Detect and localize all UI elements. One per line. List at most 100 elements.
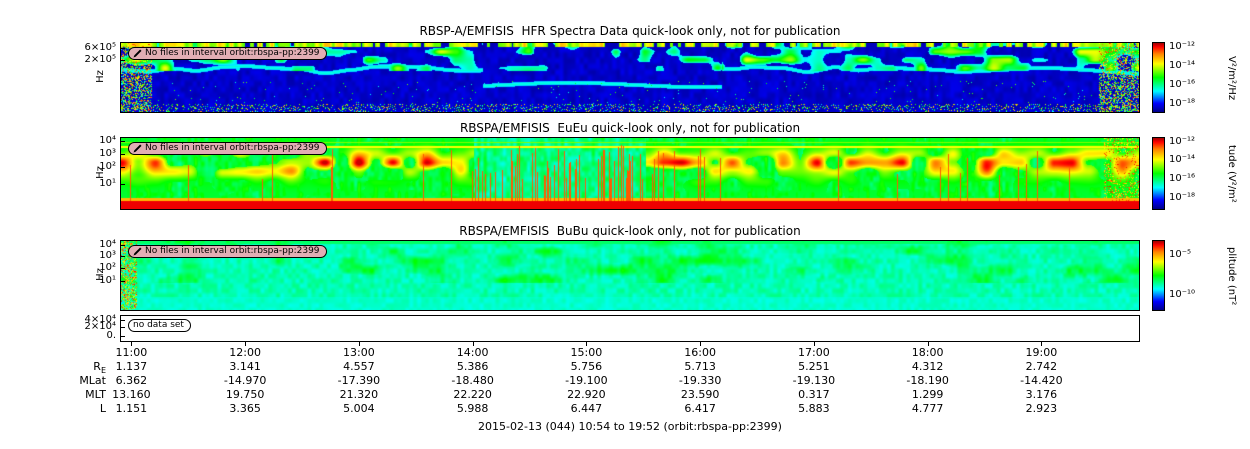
ephemeris-row-label: MLat	[79, 374, 106, 387]
ephemeris-value: 21.320	[339, 388, 379, 401]
pencil-icon	[133, 247, 142, 256]
colorbar-tick-label: 10⁻¹⁴	[1169, 60, 1196, 72]
panel1-title: RBSP-A/EMFISIS HFR Spectra Data quick-lo…	[419, 24, 841, 38]
time-tick-label: 19:00	[1025, 346, 1058, 359]
panel3-colorbar-unit-label: plitude (nT²	[1226, 246, 1237, 306]
x-tick-mark	[1041, 342, 1043, 346]
ephemeris-value: 22.220	[453, 388, 492, 401]
figure-caption: 2015-02-13 (044) 10:54 to 19:52 (orbit:r…	[478, 420, 782, 433]
ephemeris-row-label: MLT	[85, 388, 106, 401]
panel1-colorbar	[1152, 42, 1165, 113]
y-tick-label: 10²	[99, 160, 116, 172]
annotation-text: no data set	[133, 320, 184, 330]
ephemeris-value: 22.920	[567, 388, 606, 401]
y-tick-mark	[121, 335, 125, 337]
ephemeris-value: 5.988	[456, 402, 489, 415]
panel2-no-files-annotation: No files in interval orbit:rbspa-pp:2399	[128, 142, 327, 155]
ephemeris-value: 1.137	[115, 360, 148, 373]
time-tick-label: 14:00	[456, 346, 489, 359]
colorbar-tick-label: 10⁻¹²	[1169, 40, 1196, 52]
ephemeris-value: 13.160	[112, 388, 151, 401]
ephemeris-value: 5.756	[570, 360, 603, 373]
row-label-subscript: E	[100, 366, 106, 376]
y-tick-mark	[121, 47, 125, 49]
ephemeris-value: 5.004	[343, 402, 375, 415]
panel2-title: RBSPA/EMFISIS EuEu quick-look only, not …	[459, 121, 801, 135]
y-tick-label: 4×10⁴	[84, 313, 116, 325]
y-tick-mark	[121, 166, 125, 168]
ephemeris-value: 3.176	[1025, 388, 1058, 401]
x-tick-mark	[358, 342, 360, 346]
time-tick-label: 15:00	[570, 346, 603, 359]
y-tick-mark	[121, 319, 125, 321]
ephemeris-value: 5.883	[798, 402, 830, 415]
ephemeris-value: -18.480	[451, 374, 494, 387]
panel2-spectrogram-plot: No files in interval orbit:rbspa-pp:2399	[120, 137, 1140, 210]
ephemeris-value: -17.390	[337, 374, 381, 387]
annotation-text: No files in interval orbit:rbspa-pp:2399	[145, 48, 320, 58]
y-tick-label: 10³	[99, 147, 116, 159]
y-tick-mark	[121, 327, 125, 329]
y-tick-label: 10⁴	[99, 238, 116, 250]
ephemeris-value: 4.777	[911, 402, 944, 415]
colorbar-tick-label: 10⁻¹⁰	[1169, 288, 1196, 300]
y-tick-label: 6×10⁵	[84, 41, 116, 53]
panel3-no-files-annotation: No files in interval orbit:rbspa-pp:2399	[128, 245, 327, 258]
ephemeris-value: 1.151	[115, 402, 148, 415]
panel2-colorbar-canvas	[1153, 138, 1164, 209]
time-tick-label: 17:00	[798, 346, 830, 359]
panel1-y-axis-label: Hz	[94, 70, 106, 83]
y-tick-mark	[121, 281, 125, 283]
ephemeris-value: -14.970	[223, 374, 267, 387]
y-tick-label: 10³	[99, 250, 116, 262]
panel1-colorbar-canvas	[1153, 43, 1164, 112]
y-tick-mark	[121, 256, 125, 258]
time-tick-label: 11:00	[115, 346, 148, 359]
y-tick-mark	[121, 153, 125, 155]
ephemeris-value: 4.557	[343, 360, 375, 373]
ephemeris-value: 23.590	[680, 388, 720, 401]
x-tick-mark	[586, 342, 588, 346]
time-tick-label: 18:00	[911, 346, 944, 359]
panel3-spectrogram-plot: No files in interval orbit:rbspa-pp:2399	[120, 240, 1140, 311]
x-tick-mark	[700, 342, 702, 346]
pencil-icon	[133, 144, 142, 153]
panel1-spectrogram-plot: No files in interval orbit:rbspa-pp:2399	[120, 42, 1140, 113]
colorbar-tick-label: 10⁻¹⁴	[1169, 154, 1196, 166]
time-tick-label: 13:00	[343, 346, 375, 359]
y-tick-label: 2×10⁵	[84, 53, 116, 65]
ephemeris-value: 3.365	[229, 402, 261, 415]
time-tick-label: 12:00	[229, 346, 261, 359]
ephemeris-value: 5.386	[456, 360, 489, 373]
y-tick-label: 10²	[99, 261, 116, 273]
y-tick-mark	[121, 267, 125, 269]
x-tick-mark	[245, 342, 247, 346]
ephemeris-value: 6.362	[115, 374, 148, 387]
ephemeris-value: 2.923	[1025, 402, 1058, 415]
colorbar-tick-label: 10⁻¹⁸	[1169, 191, 1196, 203]
y-tick-label: 10⁴	[99, 135, 116, 147]
ephemeris-value: -18.190	[906, 374, 949, 387]
ephemeris-row-label: L	[99, 402, 106, 415]
annotation-text: No files in interval orbit:rbspa-pp:2399	[145, 246, 320, 256]
ephemeris-value: 1.299	[911, 388, 944, 401]
y-tick-label: 10¹	[99, 275, 116, 287]
ephemeris-value: 4.312	[911, 360, 944, 373]
colorbar-tick-label: 10⁻¹⁶	[1169, 172, 1196, 184]
ephemeris-value: -19.330	[678, 374, 722, 387]
panel4-no-data-annotation: no data set	[128, 319, 191, 332]
ephemeris-value: 0.317	[798, 388, 830, 401]
ephemeris-value: -19.100	[565, 374, 608, 387]
ephemeris-value: 19.750	[225, 388, 265, 401]
panel4-empty-plot: no data set	[120, 315, 1140, 342]
panel3-title: RBSPA/EMFISIS BuBu quick-look only, not …	[459, 224, 801, 238]
ephemeris-value: 5.251	[798, 360, 830, 373]
y-tick-mark	[121, 141, 125, 143]
ephemeris-value: -14.420	[1020, 374, 1063, 387]
ephemeris-value: 5.713	[684, 360, 716, 373]
panel1-colorbar-unit-label: V²/m²/Hz	[1226, 55, 1237, 101]
x-tick-mark	[472, 342, 474, 346]
y-tick-mark	[121, 59, 125, 61]
y-tick-label: 10¹	[99, 177, 116, 189]
